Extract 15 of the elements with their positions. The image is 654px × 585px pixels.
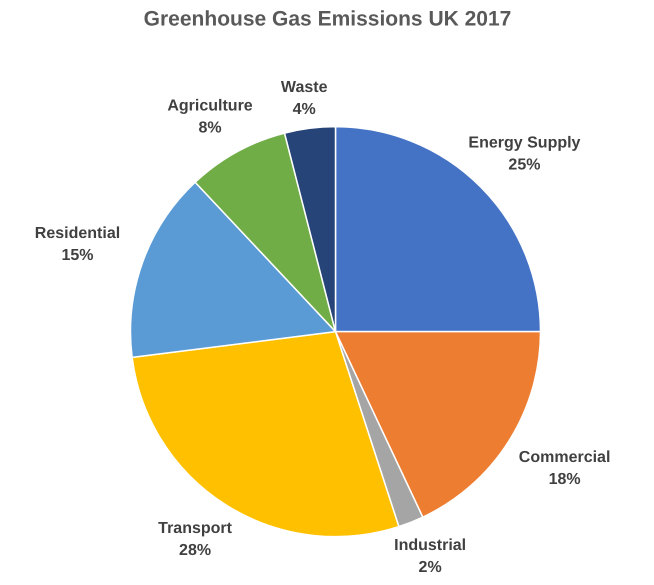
slice-label: Commercial [518,448,610,466]
data-label: 28% [179,542,212,560]
chart-title: Greenhouse Gas Emissions UK 2017 [144,8,512,30]
slice-label: Agriculture [167,98,253,115]
slice-label: Transport [158,520,233,538]
slice-label: Waste [280,79,328,96]
data-label: 2% [418,558,442,576]
data-label: 25% [508,156,540,174]
data-label: 15% [61,246,94,264]
slice-label: Residential [34,224,120,242]
data-label: 8% [198,120,222,137]
slice-label: Industrial [394,536,466,554]
data-label: 18% [548,470,581,488]
data-label: 4% [292,101,316,118]
slice-label: Energy Supply [468,134,581,152]
